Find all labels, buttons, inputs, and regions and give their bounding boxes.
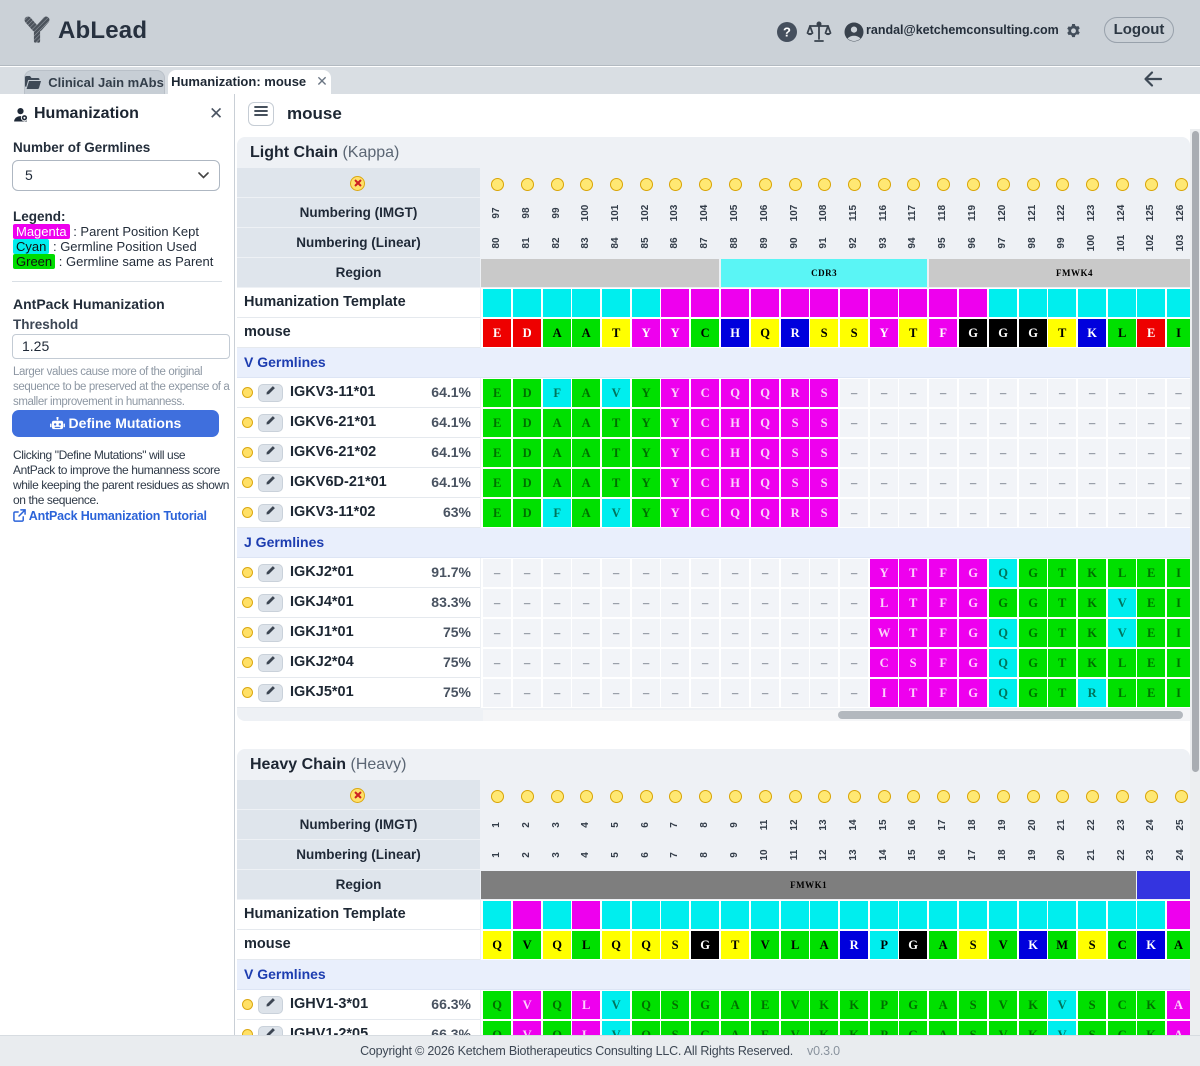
- svg-text:?: ?: [783, 25, 791, 40]
